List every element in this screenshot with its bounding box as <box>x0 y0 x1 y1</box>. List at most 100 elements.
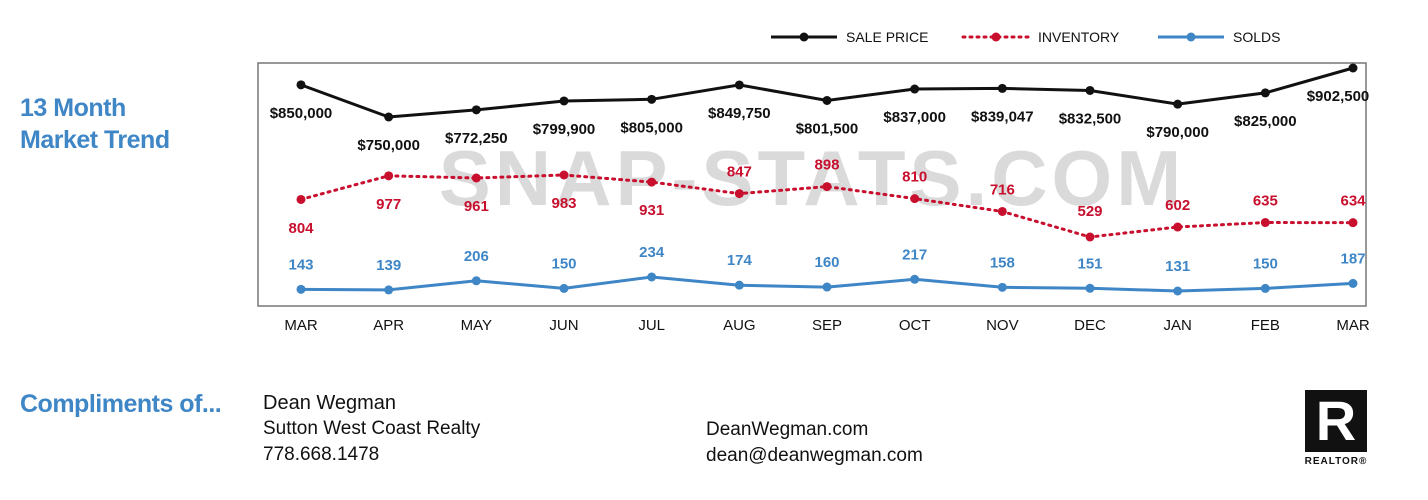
data-label-inventory: 602 <box>1165 197 1190 214</box>
data-label-solds: 158 <box>990 254 1015 271</box>
data-point-inventory <box>822 182 832 192</box>
data-label-sale-price: $799,900 <box>533 121 596 138</box>
data-label-inventory: 961 <box>464 198 489 215</box>
data-point-solds <box>734 280 744 290</box>
data-label-inventory: 898 <box>814 157 839 174</box>
data-label-sale-price: $850,000 <box>270 105 333 122</box>
realtor-r-letter: R <box>1315 389 1357 452</box>
data-point-sale-price <box>1348 63 1358 73</box>
data-point-sale-price <box>822 95 832 105</box>
x-tick-label: JUL <box>638 317 665 334</box>
data-label-inventory: 983 <box>551 195 576 212</box>
agent-website-link[interactable]: DeanWegman.com <box>706 419 869 440</box>
x-tick-label: SEP <box>812 317 842 334</box>
series-line-sale-price <box>300 66 1354 119</box>
data-label-sale-price: $825,000 <box>1234 113 1297 130</box>
data-label-sale-price: $832,500 <box>1059 110 1122 127</box>
agent-company: Sutton West Coast Realty <box>263 418 481 439</box>
data-point-inventory <box>647 177 657 187</box>
data-label-inventory: 634 <box>1340 193 1366 210</box>
data-point-solds <box>647 272 657 282</box>
data-label-solds: 187 <box>1340 250 1365 267</box>
data-point-solds <box>997 282 1007 292</box>
legend-label-sale-price: SALE PRICE <box>846 29 928 45</box>
data-point-sale-price <box>1085 85 1095 95</box>
data-point-solds <box>471 276 481 286</box>
data-point-inventory <box>910 194 920 204</box>
data-label-sale-price: $801,500 <box>796 120 859 137</box>
data-point-sale-price <box>1173 99 1183 109</box>
data-point-inventory <box>1260 218 1270 228</box>
data-label-sale-price: $805,000 <box>620 119 683 136</box>
data-label-solds: 131 <box>1165 258 1190 275</box>
data-label-inventory: 529 <box>1077 203 1102 220</box>
x-tick-label: APR <box>373 317 404 334</box>
data-label-sale-price: $839,047 <box>971 108 1034 125</box>
x-tick-label: NOV <box>986 317 1019 334</box>
agent-email-link[interactable]: dean@deanwegman.com <box>706 445 923 466</box>
agent-phone: 778.668.1478 <box>263 444 380 465</box>
legend-marker-solds <box>1186 32 1196 42</box>
realtor-r-icon: R <box>1305 390 1367 452</box>
data-label-solds: 143 <box>288 256 313 273</box>
data-label-sale-price: $837,000 <box>883 109 946 126</box>
data-label-solds: 151 <box>1077 255 1102 272</box>
data-point-sale-price <box>559 96 569 106</box>
data-point-sale-price <box>734 80 744 90</box>
data-point-sale-price <box>471 105 481 115</box>
data-label-inventory: 804 <box>288 220 314 237</box>
data-label-sale-price: $849,750 <box>708 105 771 122</box>
plot-frame <box>257 62 1367 307</box>
data-point-inventory <box>384 171 394 181</box>
data-label-solds: 234 <box>639 244 665 261</box>
x-tick-label: JUN <box>549 317 578 334</box>
data-label-inventory: 977 <box>376 196 401 213</box>
x-tick-label: AUG <box>723 317 756 334</box>
data-label-solds: 150 <box>551 255 576 272</box>
data-label-sale-price: $902,500 <box>1307 88 1370 105</box>
data-point-sale-price <box>997 83 1007 93</box>
data-point-inventory <box>734 189 744 199</box>
data-point-solds <box>1173 286 1183 296</box>
x-tick-label: MAY <box>461 317 492 334</box>
x-tick-label: JAN <box>1163 317 1191 334</box>
data-point-solds <box>910 274 920 284</box>
data-label-inventory: 635 <box>1253 193 1278 210</box>
data-point-sale-price <box>296 80 306 90</box>
data-label-solds: 150 <box>1253 255 1278 272</box>
data-point-solds <box>1260 283 1270 293</box>
data-point-solds <box>559 283 569 293</box>
data-label-solds: 174 <box>727 252 753 269</box>
legend-label-inventory: INVENTORY <box>1038 29 1120 45</box>
data-point-solds <box>1085 283 1095 293</box>
data-point-inventory <box>559 170 569 180</box>
data-point-solds <box>296 284 306 294</box>
data-label-sale-price: $750,000 <box>357 137 420 154</box>
data-point-sale-price <box>910 84 920 94</box>
data-point-sale-price <box>647 94 657 104</box>
data-point-inventory <box>1173 222 1183 232</box>
chart-heading-line2: Market Trend <box>20 126 170 154</box>
data-label-sale-price: $790,000 <box>1146 124 1209 141</box>
data-point-inventory <box>1348 218 1358 228</box>
data-label-solds: 217 <box>902 246 927 263</box>
data-label-solds: 160 <box>814 254 839 271</box>
data-point-solds <box>822 282 832 292</box>
chart-heading: 13 Month Market Trend <box>20 92 170 156</box>
agent-name: Dean Wegman <box>263 392 397 414</box>
compliments-heading: Compliments of... <box>20 390 222 418</box>
data-label-solds: 139 <box>376 257 401 274</box>
data-point-solds <box>384 285 394 295</box>
x-tick-label: DEC <box>1074 317 1106 334</box>
x-tick-label: MAR <box>1336 317 1370 334</box>
data-point-inventory <box>997 206 1007 216</box>
realtor-wordmark: REALTOR® <box>1304 456 1368 467</box>
realtor-logo: R REALTOR® <box>1297 390 1375 467</box>
legend-label-solds: SOLDS <box>1233 29 1280 45</box>
data-point-inventory <box>1085 232 1095 242</box>
data-point-inventory <box>471 173 481 183</box>
chart-heading-line1: 13 Month <box>20 94 126 122</box>
data-label-solds: 206 <box>464 248 489 265</box>
x-tick-label: MAR <box>284 317 318 334</box>
